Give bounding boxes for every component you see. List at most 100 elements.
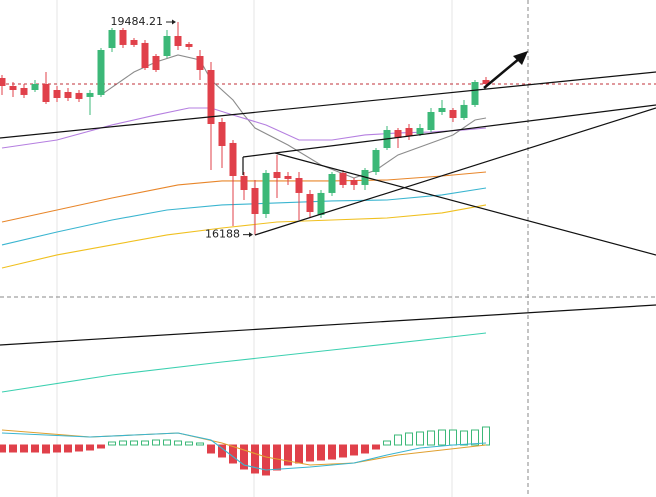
candle-body: [416, 128, 424, 134]
candle-body: [328, 174, 336, 193]
macd-bar: [163, 439, 171, 446]
moving-average: [1, 171, 487, 223]
macd-bar: [97, 444, 105, 449]
candle-body: [97, 50, 105, 95]
candle-body: [75, 92, 83, 99]
candle-body: [350, 180, 358, 185]
macd-bar: [416, 431, 424, 446]
macd-bar: [9, 444, 17, 453]
macd-bar: [53, 444, 61, 453]
macd-bar: [438, 429, 446, 446]
macd-bar: [86, 444, 94, 451]
candle-body: [229, 142, 237, 176]
macd-bar: [20, 444, 28, 453]
candle-body: [152, 56, 160, 70]
candle-body: [438, 108, 446, 112]
macd-bar: [482, 426, 490, 446]
trend-line: [242, 104, 656, 158]
candle-body: [207, 70, 215, 124]
trend-line: [254, 107, 656, 236]
macd-line: [1, 432, 487, 471]
macd-bar: [75, 444, 83, 452]
candle-body: [262, 172, 270, 214]
candle-body: [174, 36, 182, 46]
macd-bar: [350, 444, 358, 456]
arrow-head: [513, 51, 528, 65]
macd-bar: [273, 444, 281, 471]
candle-body: [449, 110, 457, 118]
candle-body: [196, 56, 204, 70]
macd-bar: [295, 444, 303, 464]
candle-body: [53, 90, 61, 98]
candle-body: [9, 86, 17, 90]
moving-average: [1, 204, 487, 269]
candle-body: [273, 172, 281, 178]
candle-body: [482, 80, 490, 84]
candle-body: [130, 40, 138, 45]
candle-body: [394, 130, 402, 138]
candle-body: [86, 92, 94, 97]
arrow: [483, 57, 521, 89]
macd-bar: [0, 444, 6, 453]
high-annotation: 19484.21: [111, 15, 164, 28]
candle-body: [372, 150, 380, 172]
macd-bar: [42, 444, 50, 454]
candle-body: [471, 82, 479, 105]
candle-body: [185, 44, 193, 47]
macd-bar: [460, 430, 468, 446]
macd-bar: [174, 440, 182, 446]
macd-bar: [108, 441, 116, 446]
macd-bar: [394, 434, 402, 446]
trend-line: [274, 152, 656, 256]
macd-bar: [262, 444, 270, 476]
macd-bar: [383, 440, 391, 446]
candle-body: [240, 176, 248, 190]
candle-body: [20, 88, 28, 95]
macd-bar: [471, 429, 479, 446]
macd-bar: [152, 439, 160, 446]
candle-body: [31, 84, 39, 90]
moving-average: [100, 54, 487, 179]
macd-bar: [31, 444, 39, 453]
macd-bar: [196, 442, 204, 446]
macd-bar: [185, 441, 193, 446]
macd-bar: [361, 444, 369, 454]
macd-bar: [427, 430, 435, 446]
candle-body: [0, 78, 6, 86]
macd-bar: [306, 444, 314, 462]
candle-body: [251, 188, 259, 214]
macd-bar: [405, 432, 413, 446]
candle-body: [295, 178, 303, 193]
macd-bar: [317, 444, 325, 461]
candle-body: [460, 104, 468, 118]
annotation-arrow-head: [172, 19, 176, 25]
macd-bar: [130, 440, 138, 446]
macd-bar: [328, 444, 336, 460]
macd-bar: [240, 444, 248, 470]
macd-bar: [64, 444, 72, 453]
candle-body: [405, 128, 413, 136]
macd-bar: [141, 440, 149, 446]
trend-line: [0, 304, 656, 346]
marks: [0, 21, 656, 476]
candle-body: [306, 194, 314, 212]
macd-bar: [449, 429, 457, 446]
candle-body: [119, 30, 127, 45]
low-annotation: 16188: [205, 228, 240, 241]
candle-body: [42, 84, 50, 102]
candle-body: [339, 172, 347, 185]
candle-body: [163, 36, 171, 56]
indicator-line: [1, 332, 487, 393]
macd-bar: [339, 444, 347, 458]
macd-bar: [372, 444, 380, 450]
candle-body: [108, 30, 116, 48]
candle-body: [284, 176, 292, 179]
candle-body: [427, 112, 435, 130]
macd-bar: [284, 444, 292, 466]
macd-bar: [251, 444, 259, 474]
macd-bar: [119, 440, 127, 446]
candle-body: [218, 122, 226, 146]
annotation-arrow-head: [249, 232, 253, 238]
moving-average: [1, 187, 487, 246]
